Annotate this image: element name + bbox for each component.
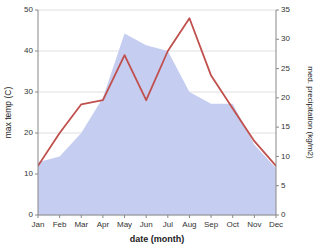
grid xyxy=(38,10,276,215)
x-tick xyxy=(146,215,147,218)
y-tick xyxy=(35,10,38,11)
x-tick xyxy=(189,215,190,218)
y2-tick-label: 30 xyxy=(281,34,290,43)
x-tick xyxy=(167,215,168,218)
area xyxy=(38,33,276,215)
plot-data xyxy=(38,18,276,215)
x-tick xyxy=(102,215,103,218)
y-tick xyxy=(35,92,38,93)
x-tick xyxy=(59,215,60,218)
y2-tick-label: 5 xyxy=(281,181,286,190)
x-tick-label: Jun xyxy=(140,220,153,229)
x-tick xyxy=(254,215,255,218)
x-tick-label: Oct xyxy=(227,220,240,229)
x-tick-label: Apr xyxy=(97,220,110,229)
grid-line xyxy=(38,10,276,11)
y2-axis-label: med. precipitation (kg/m2) xyxy=(306,66,315,159)
y2-tick-label: 15 xyxy=(281,122,290,131)
y2-tick xyxy=(276,68,279,69)
chart: 0 10 20 30 40 50 0 5 10 15 20 25 30 35 Jan Feb Mar Apr May… xyxy=(0,0,318,247)
x-tick xyxy=(81,215,82,218)
x-tick xyxy=(211,215,212,218)
y2-tick xyxy=(276,127,279,128)
y2-axis-line xyxy=(276,10,277,215)
x-axis-label: date (month) xyxy=(130,234,185,244)
x-tick xyxy=(276,215,277,218)
x-axis-line xyxy=(38,215,276,216)
y2-tick-label: 20 xyxy=(281,93,290,102)
grid-line xyxy=(38,215,276,216)
x-tick xyxy=(232,215,233,218)
x-tick-label: Mar xyxy=(74,220,88,229)
y2-tick-label: 25 xyxy=(281,64,290,73)
x-tick-label: Jan xyxy=(32,220,45,229)
line xyxy=(38,18,276,166)
x-tick-label: Nov xyxy=(247,220,261,229)
y2-tick-label: 35 xyxy=(281,5,290,14)
y2-tick-label: 0 xyxy=(281,210,286,219)
y-tick xyxy=(35,51,38,52)
y-tick-label: 30 xyxy=(24,87,33,96)
x-tick-label: Feb xyxy=(53,220,67,229)
y-axis-line xyxy=(38,10,39,215)
y-tick xyxy=(35,174,38,175)
x-tick xyxy=(124,215,125,218)
y2-tick-label: 10 xyxy=(281,152,290,161)
y2-tick xyxy=(276,156,279,157)
axes: 0 10 20 30 40 50 0 5 10 15 20 25 30 35 Jan Feb Mar Apr May… xyxy=(24,5,290,229)
x-tick-label: May xyxy=(117,220,132,229)
y2-tick xyxy=(276,185,279,186)
x-tick-label: Dec xyxy=(269,220,283,229)
y2-tick xyxy=(276,39,279,40)
y-tick-label: 40 xyxy=(24,46,33,55)
y2-tick xyxy=(276,97,279,98)
x-tick-label: Sep xyxy=(204,220,219,229)
x-tick-label: Aug xyxy=(182,220,196,229)
x-tick-label: Jul xyxy=(163,220,173,229)
y-tick-label: 20 xyxy=(24,128,33,137)
y-tick xyxy=(35,133,38,134)
y-axis-label: max temp (C) xyxy=(3,87,13,139)
y-tick-label: 10 xyxy=(24,169,33,178)
y-tick-label: 50 xyxy=(24,5,33,14)
y2-tick xyxy=(276,10,279,11)
y-tick-label: 0 xyxy=(29,210,34,219)
x-tick xyxy=(38,215,39,218)
